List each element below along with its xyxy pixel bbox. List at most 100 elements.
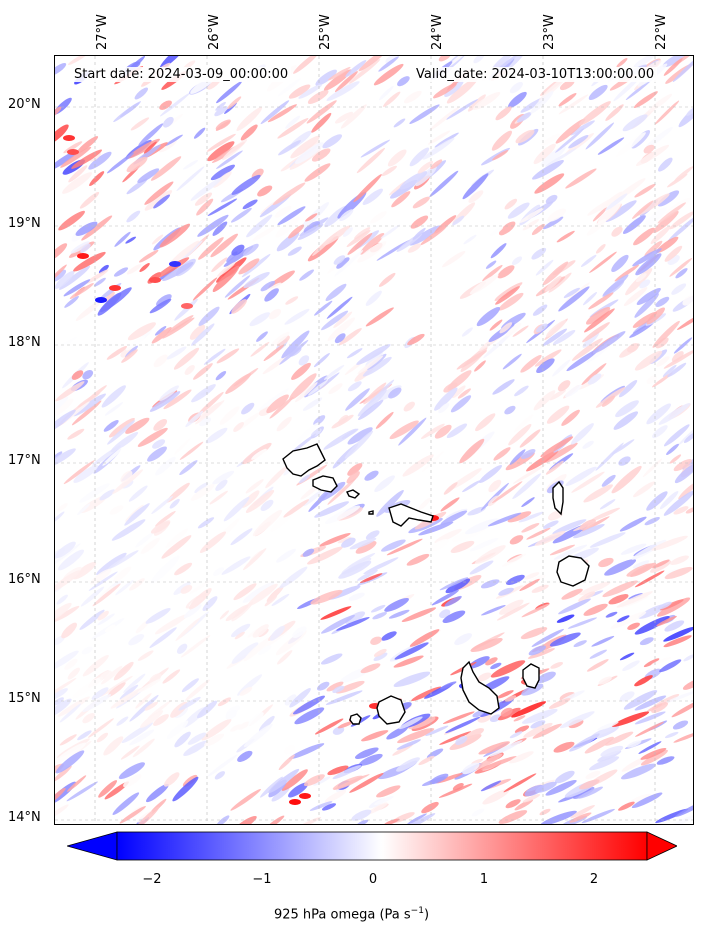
field-streak bbox=[102, 446, 124, 466]
field-streak bbox=[619, 516, 647, 532]
field-streak bbox=[627, 740, 642, 748]
field-streak bbox=[283, 499, 310, 518]
field-streak bbox=[258, 645, 272, 655]
field-streak bbox=[555, 118, 586, 144]
field-streak bbox=[199, 417, 212, 427]
field-streak bbox=[156, 294, 172, 307]
field-streak bbox=[504, 405, 516, 415]
field-streak bbox=[514, 799, 534, 811]
field-streak bbox=[278, 140, 302, 156]
field-streak bbox=[634, 675, 653, 687]
field-streak bbox=[553, 544, 588, 560]
field-streak bbox=[143, 141, 157, 154]
field-streak bbox=[113, 101, 142, 123]
field-streak bbox=[452, 215, 465, 226]
field-streak bbox=[585, 770, 601, 780]
field-streak bbox=[534, 530, 566, 546]
field-streak bbox=[564, 133, 594, 155]
field-streak bbox=[293, 56, 320, 74]
field-streak bbox=[450, 395, 472, 413]
field-streak bbox=[137, 678, 161, 693]
field-streak bbox=[151, 234, 164, 245]
field-streak bbox=[334, 333, 346, 344]
field-streak bbox=[372, 612, 388, 620]
field-streak bbox=[285, 296, 299, 305]
field-streak bbox=[71, 400, 102, 426]
field-streak bbox=[79, 609, 105, 630]
field-streak bbox=[155, 257, 190, 279]
field-streak bbox=[268, 308, 282, 320]
field-streak bbox=[204, 733, 225, 747]
field-streak bbox=[555, 128, 585, 153]
field-streak bbox=[496, 602, 530, 621]
field-streak bbox=[658, 157, 673, 172]
field-streak bbox=[664, 620, 685, 632]
field-streak bbox=[55, 787, 66, 804]
field-streak bbox=[332, 685, 345, 694]
field-streak bbox=[194, 482, 209, 494]
lon-label-27w: 27°W bbox=[95, 14, 110, 50]
field-streak bbox=[552, 329, 576, 345]
field-streak bbox=[540, 810, 577, 824]
field-streak bbox=[104, 402, 124, 416]
field-streak bbox=[462, 173, 489, 200]
field-streak bbox=[650, 560, 672, 573]
field-streak bbox=[324, 790, 347, 803]
field-streak bbox=[477, 672, 492, 682]
field-streak bbox=[203, 348, 226, 365]
field-streak bbox=[613, 411, 639, 430]
field-streak bbox=[123, 673, 146, 693]
field-streak bbox=[544, 442, 578, 463]
field-streak bbox=[504, 198, 518, 210]
field-streak bbox=[552, 519, 587, 535]
field-streak bbox=[619, 652, 635, 661]
field-streak bbox=[212, 221, 228, 236]
field-streak bbox=[233, 422, 244, 432]
field-streak bbox=[378, 56, 399, 72]
field-streak bbox=[346, 229, 371, 248]
field-peak bbox=[289, 799, 301, 805]
field-streak bbox=[613, 178, 646, 202]
field-streak bbox=[522, 794, 541, 803]
field-streak bbox=[376, 785, 401, 798]
field-streak bbox=[284, 308, 310, 325]
field-streak bbox=[262, 354, 290, 375]
field-streak bbox=[558, 93, 577, 107]
field-streak bbox=[349, 58, 381, 84]
field-streak bbox=[162, 116, 174, 128]
field-streak bbox=[536, 358, 555, 374]
field-streak bbox=[581, 363, 607, 386]
field-streak bbox=[279, 566, 308, 589]
field-streak bbox=[518, 511, 544, 523]
field-streak bbox=[128, 634, 145, 646]
field-streak bbox=[363, 382, 387, 405]
field-streak bbox=[469, 537, 499, 552]
field-streak bbox=[618, 456, 631, 466]
field-streak bbox=[470, 637, 503, 653]
field-streak bbox=[509, 751, 534, 764]
field-streak bbox=[207, 754, 238, 777]
field-streak bbox=[406, 813, 427, 824]
field-streak bbox=[589, 649, 608, 659]
field-streak bbox=[58, 210, 85, 231]
field-streak bbox=[172, 776, 199, 802]
field-streak bbox=[355, 819, 369, 824]
field-streak bbox=[238, 258, 260, 275]
field-streak bbox=[421, 451, 444, 473]
field-streak bbox=[231, 642, 259, 664]
lat-label-19n: 19°N bbox=[8, 216, 41, 231]
colorbar-label: 925 hPa omega (Pa s−1) bbox=[0, 906, 703, 922]
field-streak bbox=[434, 132, 459, 148]
field-streak bbox=[355, 541, 377, 554]
field-streak bbox=[481, 756, 517, 770]
field-streak bbox=[287, 404, 297, 415]
field-streak bbox=[63, 460, 95, 485]
field-streak bbox=[425, 725, 449, 736]
field-streak bbox=[241, 490, 260, 508]
field-streak bbox=[297, 223, 324, 240]
field-streak bbox=[565, 384, 582, 398]
field-streak bbox=[595, 442, 624, 471]
field-streak bbox=[81, 646, 93, 655]
field-streak bbox=[154, 326, 167, 336]
island-fogo bbox=[376, 695, 406, 725]
